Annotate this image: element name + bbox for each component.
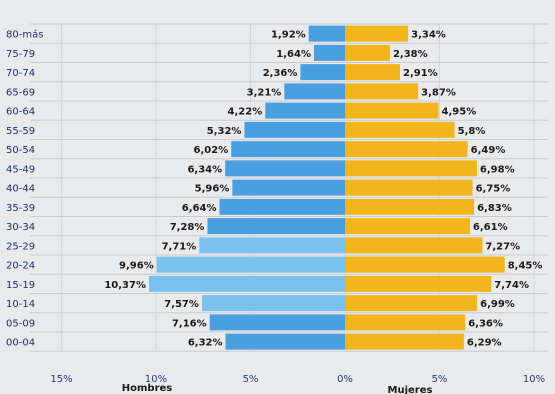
value-label-mujeres: 5,8% [458,126,486,137]
value-label-hombres: 1,64% [276,49,311,60]
legend-hombres: Hombres [122,383,173,394]
value-label-hombres: 7,57% [164,299,199,310]
value-label-hombres: 10,37% [104,280,146,291]
value-label-mujeres: 4,95% [442,107,477,118]
value-label-mujeres: 7,27% [485,241,520,252]
age-group-label: 15-19 [6,280,35,291]
bars [149,25,505,350]
x-tick-label: 5% [432,374,448,385]
bar-mujeres [345,275,492,292]
bar-hombres [219,198,345,215]
age-group-label: 50-54 [6,145,35,156]
bar-mujeres [345,237,483,254]
bar-hombres [244,121,345,138]
value-labels: 1,92% 3,34% 1,64% 2,38% 2,36% 2,91% 3,21% 3,87%… [104,30,542,349]
age-group-label: 35-39 [6,203,35,214]
value-label-hombres: 6,34% [187,164,222,175]
value-label-hombres: 3,21% [247,87,282,98]
bar-hombres [156,256,345,273]
age-group-label: 10-14 [6,299,35,310]
value-label-hombres: 2,36% [263,68,298,79]
bar-hombres [300,64,345,81]
value-label-hombres: 4,22% [228,107,263,118]
age-group-label: 45-49 [6,164,35,175]
age-group-label: 25-29 [6,241,35,252]
bar-hombres [232,179,345,196]
bar-mujeres [345,198,475,215]
age-group-label: 65-69 [6,87,35,98]
bar-hombres [265,102,345,119]
value-label-hombres: 7,71% [162,241,197,252]
age-group-label: 40-44 [6,184,35,195]
bar-mujeres [345,295,478,312]
x-tick-label: 15% [50,374,72,385]
bar-hombres [201,295,345,312]
bar-hombres [231,141,345,158]
bar-mujeres [345,218,470,235]
x-tick-label: 0% [337,374,353,385]
value-label-mujeres: 2,91% [403,68,438,79]
bar-hombres [308,25,345,42]
age-group-label: 80-más [6,29,43,41]
value-label-mujeres: 6,99% [480,299,515,310]
bar-hombres [149,275,345,292]
bar-mujeres [345,314,466,331]
value-label-mujeres: 6,83% [477,203,512,214]
bar-hombres [284,83,345,100]
value-label-hombres: 9,96% [119,261,154,272]
bar-mujeres [345,121,455,138]
value-label-hombres: 1,92% [271,30,306,41]
value-label-mujeres: 2,38% [393,49,428,60]
bar-mujeres [345,160,477,177]
age-group-label: 75-79 [6,49,35,60]
age-group-label: 30-34 [6,222,35,233]
value-label-mujeres: 6,36% [468,318,503,329]
value-label-mujeres: 8,45% [508,261,543,272]
bar-mujeres [345,25,409,42]
bar-mujeres [345,44,390,61]
value-label-hombres: 6,02% [194,145,229,156]
bar-hombres [225,333,345,350]
bar-mujeres [345,141,468,158]
value-label-hombres: 6,64% [182,203,217,214]
value-label-mujeres: 6,61% [473,222,508,233]
bar-mujeres [345,64,400,81]
age-group-label: 00-04 [6,338,35,349]
bar-mujeres [345,333,464,350]
bar-mujeres [345,83,419,100]
value-label-hombres: 7,28% [170,222,205,233]
x-tick-label: 5% [243,374,259,385]
age-group-label: 20-24 [6,261,35,272]
value-label-hombres: 6,32% [188,338,223,349]
bar-hombres [209,314,345,331]
value-label-mujeres: 6,49% [471,145,506,156]
age-group-label: 70-74 [6,68,35,79]
x-axis-ticks: 15% 10% 5% 0% 5% 10% [50,374,545,385]
bar-hombres [199,237,345,254]
value-label-mujeres: 7,74% [494,280,529,291]
value-label-mujeres: 6,75% [476,184,511,195]
value-label-mujeres: 6,98% [480,164,515,175]
age-group-label: 05-09 [6,318,35,329]
value-label-mujeres: 3,34% [411,30,446,41]
bar-hombres [225,160,345,177]
age-group-labels: 80-más 75-79 70-74 65-69 60-64 55-59 50-54 45-4… [6,29,43,349]
bar-mujeres [345,179,473,196]
value-label-mujeres: 3,87% [421,87,456,98]
bar-mujeres [345,256,505,273]
age-group-label: 60-64 [6,107,35,118]
bar-mujeres [345,102,439,119]
age-group-label: 55-59 [6,126,35,137]
value-label-hombres: 5,96% [195,184,230,195]
bar-hombres [314,44,345,61]
value-label-hombres: 5,32% [207,126,242,137]
value-label-mujeres: 6,29% [467,338,502,349]
x-tick-label: 10% [145,374,167,385]
bar-hombres [207,218,345,235]
legend-mujeres: Mujeres [388,385,433,394]
x-tick-label: 10% [523,374,545,385]
value-label-hombres: 7,16% [172,318,207,329]
